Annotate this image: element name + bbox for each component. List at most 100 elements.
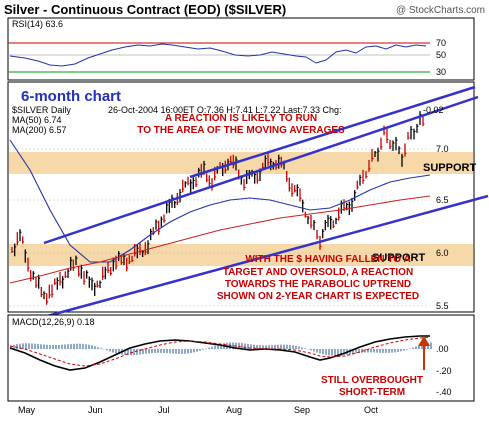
macd-histogram-bar	[133, 349, 135, 355]
macd-histogram-bar	[271, 345, 273, 349]
macd-histogram-bar	[394, 349, 396, 353]
macd-histogram-bar	[100, 348, 102, 349]
price-tick-7: 7.0	[436, 144, 449, 154]
macd-histogram-bar	[400, 349, 402, 352]
macd-histogram-bar	[55, 345, 57, 349]
macd-histogram-bar	[337, 349, 339, 356]
overbought-note-line2: SHORT-TERM	[339, 387, 405, 398]
macd-histogram-bar	[379, 349, 381, 353]
macd-histogram-bar	[178, 349, 180, 354]
macd-label: MACD(12,26,9) 0.18	[12, 317, 95, 327]
macd-histogram-bar	[250, 344, 252, 349]
overbought-arrow-head	[418, 336, 430, 346]
macd-histogram-bar	[157, 349, 159, 353]
macd-histogram-bar	[52, 345, 54, 349]
macd-histogram-bar	[124, 349, 126, 355]
macd-histogram-bar	[43, 344, 45, 349]
macd-histogram-bar	[142, 349, 144, 355]
macd-histogram-bar	[385, 349, 387, 353]
macd-histogram-bar	[220, 343, 222, 349]
macd-histogram-bar	[295, 345, 297, 349]
macd-histogram-bar	[193, 349, 195, 353]
macd-histogram-bar	[343, 349, 345, 356]
macd-histogram-bar	[355, 349, 357, 354]
macd-histogram-bar	[184, 349, 186, 354]
macd-histogram-bar	[28, 343, 30, 349]
macd-histogram-bar	[310, 349, 312, 351]
macd-histogram-bar	[34, 343, 36, 349]
macd-histogram-bar	[94, 346, 96, 349]
month-label-sep: Sep	[294, 405, 310, 415]
macd-tick-minus-20: -.20	[436, 366, 452, 376]
macd-histogram-bar	[322, 349, 324, 355]
macd-histogram-bar	[406, 349, 408, 350]
macd-histogram-bar	[136, 349, 138, 355]
price-tick-6: 6.0	[436, 248, 449, 258]
macd-histogram-bar	[340, 349, 342, 356]
macd-histogram-bar	[139, 349, 141, 355]
support-band-lower	[9, 244, 473, 266]
macd-histogram-bar	[106, 349, 108, 351]
macd-histogram-bar	[70, 343, 72, 349]
support-label-upper: SUPPORT	[423, 162, 476, 174]
macd-histogram-bar	[76, 343, 78, 349]
macd-histogram-bar	[172, 349, 174, 354]
macd-histogram-bar	[280, 344, 282, 349]
macd-histogram-bar	[154, 349, 156, 353]
macd-line	[9, 335, 430, 371]
macd-histogram-bar	[352, 349, 354, 354]
macd-histogram-bar	[82, 343, 84, 349]
macd-histogram-bar	[85, 344, 87, 349]
macd-histogram-bar	[13, 344, 15, 349]
macd-histogram-bar	[211, 346, 213, 349]
chart-period-label: 6-month chart	[21, 88, 121, 105]
macd-histogram-bar	[298, 346, 300, 349]
macd-histogram-bar	[190, 349, 192, 353]
chart-title: Silver - Continuous Contract (EOD) ($SIL…	[4, 2, 286, 17]
macd-histogram-bar	[151, 349, 153, 354]
macd-histogram-bar	[415, 346, 417, 349]
macd-histogram-bar	[256, 345, 258, 349]
macd-histogram-bar	[118, 349, 120, 354]
macd-histogram-bar	[286, 344, 288, 349]
macd-histogram-bar	[316, 349, 318, 353]
macd-histogram-bar	[304, 348, 306, 349]
macd-histogram-bar	[382, 349, 384, 353]
rsi-tick-70: 70	[436, 38, 446, 48]
macd-histogram-bar	[127, 349, 129, 356]
macd-histogram-bar	[388, 349, 390, 353]
macd-histogram-bar	[31, 343, 33, 349]
macd-histogram-bar	[373, 349, 375, 353]
macd-histogram-bar	[265, 345, 267, 349]
support-label-lower: SUPPORT	[372, 252, 425, 264]
macd-histogram-bar	[16, 344, 18, 349]
rsi-panel	[7, 17, 475, 81]
macd-histogram-bar	[259, 345, 261, 349]
macd-histogram-bar	[274, 344, 276, 349]
macd-histogram-bar	[268, 345, 270, 349]
month-label-jul: Jul	[158, 405, 170, 415]
macd-histogram-bar	[367, 349, 369, 353]
macd-histogram-bar	[25, 343, 27, 349]
channel-lower-line	[39, 194, 489, 320]
macd-histogram-bar	[58, 344, 60, 349]
macd-histogram-bar	[292, 345, 294, 349]
macd-histogram-bar	[208, 347, 210, 349]
macd-histogram-bar	[214, 345, 216, 349]
macd-histogram-bar	[364, 349, 366, 353]
macd-histogram-bar	[109, 349, 111, 352]
macd-histogram-bar	[244, 343, 246, 349]
source-label: @ StockCharts.com	[396, 5, 485, 16]
macd-histogram-bar	[421, 344, 423, 349]
macd-histogram-bar	[73, 343, 75, 349]
ma50-line	[9, 139, 431, 263]
macd-histogram-bar	[67, 344, 69, 349]
macd-histogram-bar	[169, 349, 171, 354]
macd-histogram-bar	[199, 349, 201, 351]
macd-histogram-bar	[148, 349, 150, 354]
macd-histogram-bar	[262, 345, 264, 349]
channel-parallel-line	[189, 85, 476, 179]
month-label-may: May	[18, 405, 36, 415]
macd-histogram-bar	[325, 349, 327, 355]
